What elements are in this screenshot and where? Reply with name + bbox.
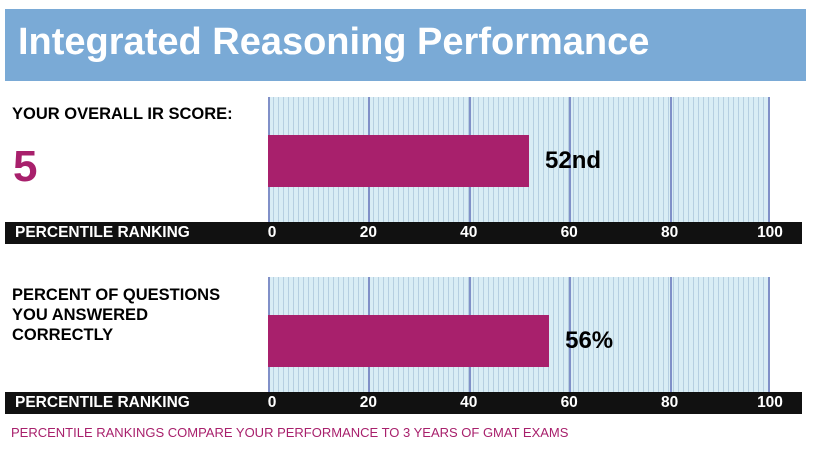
axis-tick-label: 40 — [460, 394, 478, 411]
axis-tick-label: 0 — [267, 224, 277, 241]
bar-value-label: 56% — [565, 327, 614, 354]
axis-tick-label: 20 — [359, 224, 378, 241]
percentile-bar — [268, 135, 530, 187]
gridline — [569, 277, 572, 393]
page-title: Integrated Reasoning Performance — [18, 21, 650, 63]
percentile-axis-2: PERCENTILE RANKING 0 20 40 60 80 100 — [5, 392, 802, 414]
bar-value-label: 52nd — [545, 147, 602, 174]
gridline — [768, 97, 770, 223]
axis-tick-label: 100 — [757, 224, 783, 241]
axis-title: PERCENTILE RANKING — [15, 394, 190, 411]
percentile-chart-2: 56% — [268, 277, 770, 393]
gridline — [669, 277, 672, 393]
axis-title: PERCENTILE RANKING — [15, 224, 190, 241]
axis-tick-label: 80 — [660, 394, 679, 411]
gridline — [569, 97, 572, 223]
header-banner: Integrated Reasoning Performance — [5, 9, 806, 81]
axis-tick-label: 0 — [267, 394, 277, 411]
ir-score-value: 5 — [13, 142, 38, 191]
axis-tick-label: 60 — [560, 394, 578, 411]
label-line: CORRECTLY — [12, 326, 114, 344]
axis-tick-label: 20 — [359, 394, 378, 411]
gridline — [768, 277, 770, 393]
axis-tick-label: 80 — [660, 224, 679, 241]
label-line: YOU ANSWERED — [12, 306, 148, 324]
label-line: PERCENT OF QUESTIONS — [12, 286, 221, 304]
percentile-bar — [268, 315, 550, 367]
ir-score-label: YOUR OVERALL IR SCORE: — [12, 105, 233, 123]
axis-tick-label: 40 — [460, 224, 478, 241]
percentile-axis-1: PERCENTILE RANKING 0 20 40 60 80 100 — [5, 222, 802, 244]
percent-correct-label: PERCENT OF QUESTIONS YOU ANSWERED CORREC… — [12, 285, 220, 345]
axis-tick-label: 100 — [757, 394, 783, 411]
footnote: PERCENTILE RANKINGS COMPARE YOUR PERFORM… — [11, 425, 569, 440]
gridline — [669, 97, 672, 223]
axis-tick-label: 60 — [560, 224, 578, 241]
percentile-chart-1: 52nd — [268, 97, 770, 223]
